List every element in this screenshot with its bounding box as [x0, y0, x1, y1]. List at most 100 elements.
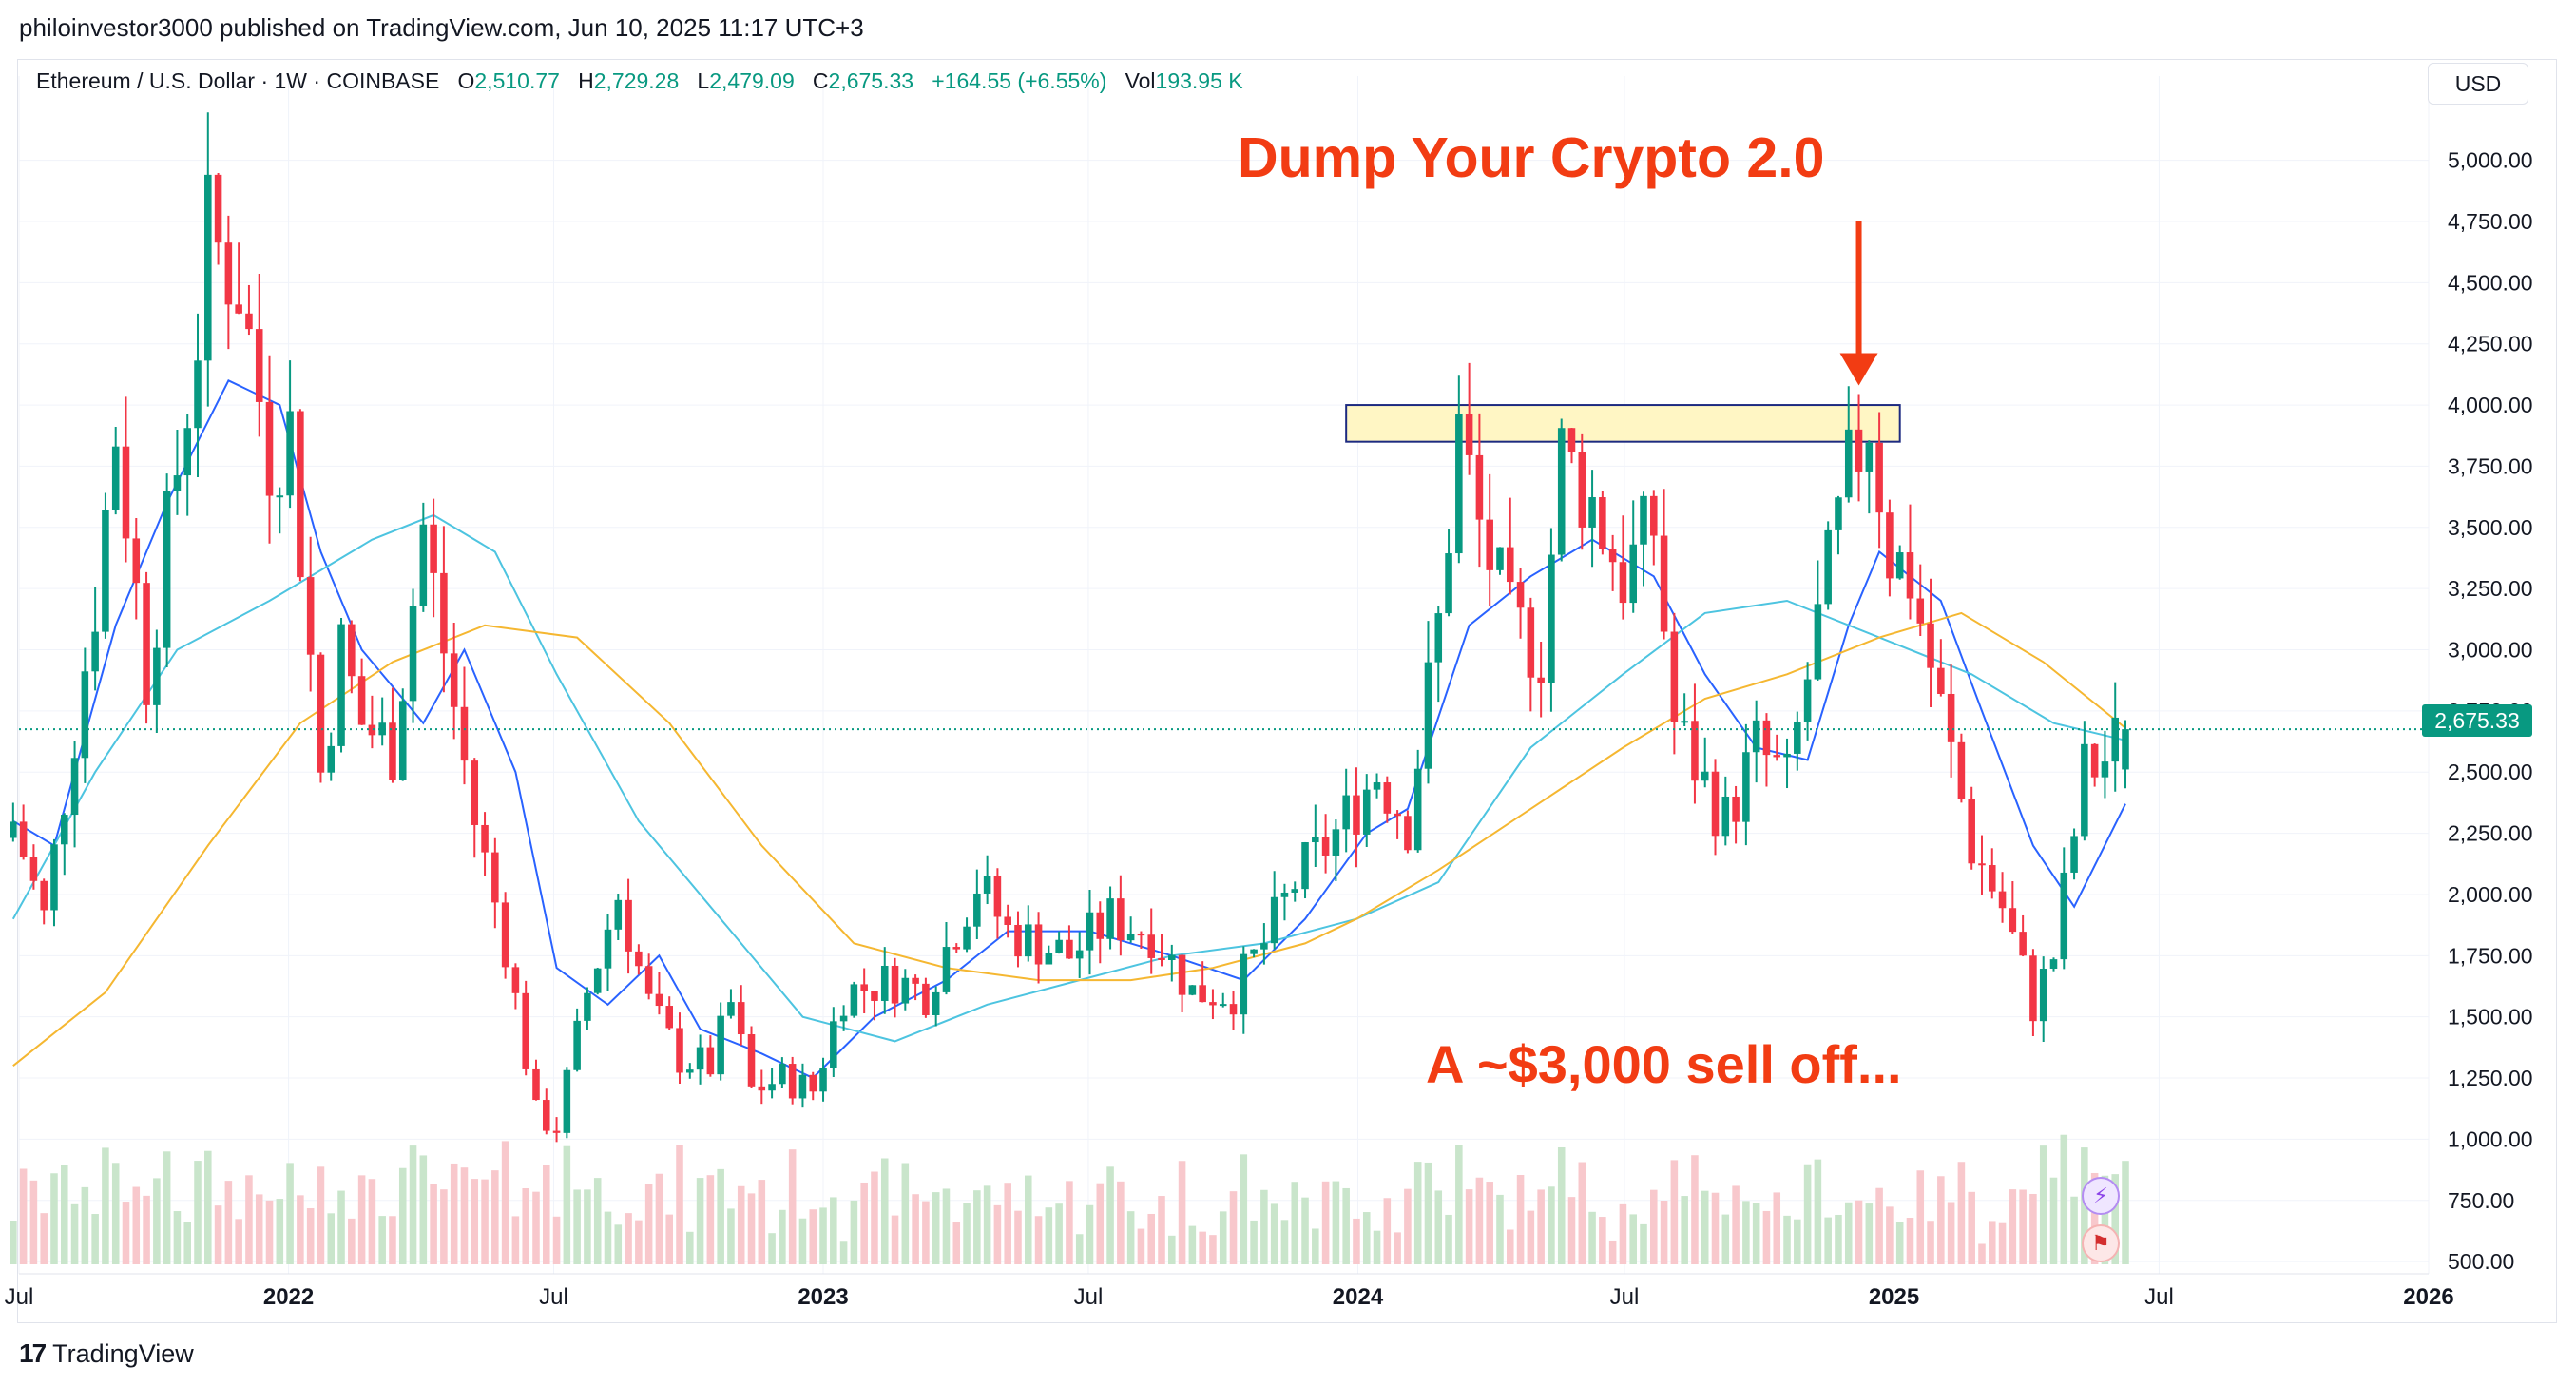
volume-bar — [1413, 1162, 1422, 1264]
volume-bar — [727, 1208, 735, 1264]
candle-body — [532, 1068, 540, 1101]
candle-body — [50, 844, 58, 911]
open-value: 2,510.77 — [474, 68, 560, 93]
candle-body — [973, 893, 981, 927]
candle-body — [1260, 943, 1268, 950]
candle-body — [317, 654, 325, 773]
volume-bar — [788, 1149, 797, 1264]
volume-bar — [1137, 1228, 1145, 1264]
volume-bar — [1557, 1146, 1566, 1264]
candle-body — [1312, 837, 1319, 843]
x-tick-label: 2025 — [1869, 1284, 1919, 1310]
candle-body — [1968, 799, 1975, 864]
volume-bar — [1168, 1235, 1176, 1264]
y-tick-label: 4,250.00 — [2448, 332, 2533, 356]
open-label: O — [457, 68, 475, 93]
candle-body — [1219, 1004, 1227, 1007]
candle-body — [2081, 743, 2088, 837]
candle-body — [1557, 428, 1566, 555]
candle-body — [306, 577, 315, 655]
volume-bar — [2060, 1134, 2068, 1264]
candle-body — [173, 475, 182, 491]
candle-body — [747, 1034, 756, 1087]
volume-bar — [265, 1200, 274, 1264]
volume-bar — [1178, 1161, 1186, 1264]
candle-body — [102, 510, 109, 632]
candle-body — [798, 1074, 807, 1099]
volume-bar — [1650, 1189, 1658, 1264]
x-tick-label: 2022 — [263, 1284, 314, 1310]
moving-average-line — [12, 611, 2126, 1067]
volume-bar — [1794, 1219, 1801, 1264]
volume-bar — [132, 1186, 141, 1264]
volume-bar — [779, 1209, 786, 1264]
candle-body — [542, 1100, 550, 1131]
candle-body — [839, 1015, 848, 1022]
candle-body — [1199, 985, 1206, 1003]
volume-bar — [1270, 1203, 1278, 1264]
candle-body — [952, 947, 961, 950]
candle-body — [1916, 598, 1925, 624]
candle-body — [1794, 722, 1801, 754]
candle-body — [2111, 717, 2119, 762]
candle-body — [81, 671, 89, 759]
volume-bar — [1516, 1175, 1525, 1264]
currency-button[interactable]: USD — [2428, 63, 2528, 105]
us-flag-icon[interactable]: ⚑ — [2082, 1224, 2120, 1262]
lightning-icon[interactable]: ⚡ — [2082, 1177, 2120, 1215]
volume-bar — [501, 1141, 509, 1264]
volume-bar — [2070, 1196, 2078, 1264]
volume-bar — [276, 1199, 284, 1264]
volume-bar — [1280, 1220, 1289, 1264]
candle-body — [1814, 604, 1822, 680]
candle-body — [717, 1015, 724, 1075]
volume-bar — [1475, 1177, 1484, 1264]
candle-body — [1855, 429, 1863, 472]
candle-body — [1004, 916, 1011, 925]
candle-body — [1075, 950, 1084, 959]
volume-bar — [194, 1161, 202, 1264]
candle-body — [676, 1028, 683, 1073]
volume-bar — [768, 1233, 776, 1264]
candle-body — [1404, 816, 1412, 851]
volume-bar — [1404, 1188, 1412, 1264]
candle-body — [563, 1069, 571, 1133]
candle-body — [1803, 679, 1812, 722]
candle-body — [440, 572, 448, 654]
candle-body — [809, 1074, 817, 1092]
candle-body — [29, 857, 38, 881]
candle-body — [122, 446, 130, 539]
candle-body — [1927, 623, 1934, 668]
symbol-title[interactable]: Ethereum / U.S. Dollar · 1W · COINBASE — [36, 68, 440, 93]
x-tick-label: Jul — [5, 1284, 34, 1310]
candle-body — [143, 583, 150, 705]
close-value: 2,675.33 — [828, 68, 914, 93]
volume-bar — [1906, 1218, 1914, 1264]
axis-layer: 500.00 750.00 1,000.00 1,250.00 1,500.00 1,75… — [5, 148, 2533, 1310]
volume-bar — [1588, 1211, 1596, 1264]
candle-body — [1640, 495, 1647, 545]
volume-bar — [1773, 1192, 1781, 1264]
candle-body — [1895, 552, 1904, 579]
tradingview-brand[interactable]: 17 TradingView — [19, 1338, 194, 1369]
candle-body — [1711, 771, 1720, 837]
volume-bar — [717, 1168, 724, 1264]
annotation-arrow-layer — [1839, 221, 1878, 386]
candle-body — [1455, 414, 1463, 554]
high-label: H — [578, 68, 594, 93]
candle-body — [1588, 497, 1596, 528]
y-tick-label: 1,000.00 — [2448, 1126, 2533, 1151]
y-tick-label: 1,750.00 — [2448, 943, 2533, 968]
candle-body — [1168, 954, 1176, 960]
candle-body — [655, 993, 663, 1007]
volume-bar — [830, 1197, 837, 1264]
volume-bar — [1844, 1202, 1853, 1264]
volume-bar — [593, 1178, 602, 1264]
ohlc-legend: Ethereum / U.S. Dollar · 1W · COINBASE O… — [36, 68, 1243, 94]
candle-body — [276, 495, 284, 498]
volume-bar — [1075, 1234, 1084, 1264]
candle-body — [737, 1002, 745, 1035]
volume-bar — [1465, 1189, 1473, 1264]
candle-body — [1066, 939, 1073, 959]
